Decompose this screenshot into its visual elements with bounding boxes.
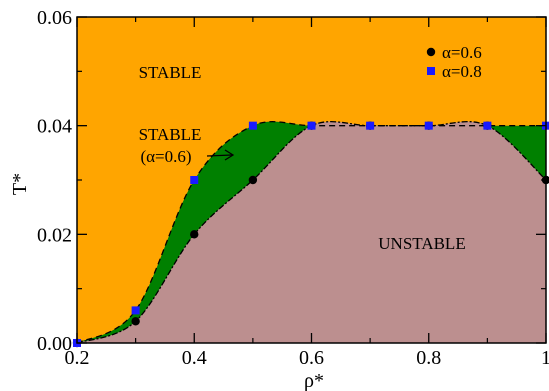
- x-tick-label-0: 0.2: [65, 347, 90, 369]
- plot-area: [72, 17, 549, 348]
- marker-alpha08-6: [424, 121, 433, 130]
- marker-alpha06-1: [131, 317, 140, 326]
- unstable-region: [77, 121, 546, 344]
- axes: 0.2 0.4 0.6 0.8 1 0.00 0.02 0.04 0.06: [37, 7, 549, 369]
- y-tick-label-1: 0.02: [37, 224, 72, 246]
- marker-alpha08-7: [483, 121, 492, 130]
- y-axis-label: T*: [9, 173, 31, 195]
- annotation-arrow: [206, 149, 235, 161]
- marker-alpha08-5: [366, 121, 375, 130]
- legend: α=0.6 α=0.8: [426, 43, 482, 81]
- legend-marker-alpha06: [426, 47, 436, 57]
- y-tick-label-2: 0.04: [37, 116, 72, 138]
- y-tick-label-0: 0.00: [37, 333, 72, 355]
- legend-label-alpha06: α=0.6: [442, 43, 482, 62]
- marker-alpha06-3: [248, 175, 258, 185]
- x-tick-label-1: 0.4: [182, 347, 207, 369]
- marker-alpha08-1: [131, 306, 140, 315]
- alpha06-boundary-line: [76, 121, 547, 344]
- y-tick-label-3: 0.06: [37, 7, 72, 29]
- x-tick-label-4: 1: [541, 347, 549, 369]
- marker-alpha08-3: [248, 121, 257, 130]
- x-tick-label-2: 0.6: [299, 347, 324, 369]
- marker-alpha08-2: [190, 176, 199, 184]
- marker-alpha06-2: [190, 230, 199, 239]
- x-axis-label: ρ*: [304, 370, 324, 391]
- region-label-stable-alpha06: STABLE: [139, 125, 202, 144]
- alpha08-boundary-line: [76, 121, 546, 344]
- region-label-stable: STABLE: [139, 63, 202, 82]
- marker-alpha08-4: [307, 121, 316, 130]
- region-sublabel-alpha06: (α=0.6): [140, 147, 191, 166]
- x-tick-label-3: 0.8: [416, 347, 441, 369]
- data-markers: [72, 121, 549, 348]
- region-label-unstable: UNSTABLE: [378, 234, 465, 253]
- legend-marker-alpha08: [427, 67, 435, 75]
- legend-label-alpha08: α=0.8: [442, 62, 482, 81]
